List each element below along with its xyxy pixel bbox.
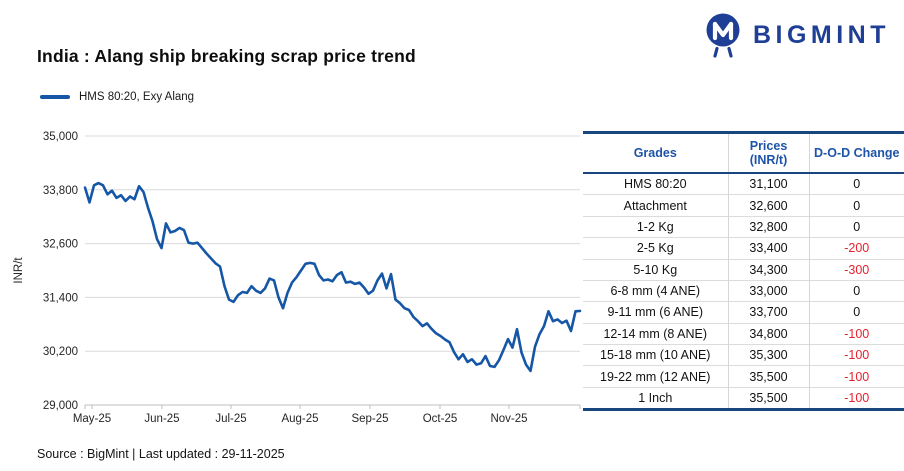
svg-text:35,000: 35,000 <box>43 131 78 143</box>
bigmint-logo-text: BIGMINT <box>752 20 890 49</box>
grade-cell: 1 Inch <box>583 386 728 410</box>
svg-text:Aug-25: Aug-25 <box>281 413 318 425</box>
svg-text:31,400: 31,400 <box>43 292 78 304</box>
change-cell: 0 <box>808 173 904 195</box>
table-row: 5-10 Kg 34,300 -300 <box>583 258 904 281</box>
col-header-prices: Prices (INR/t) <box>727 132 809 174</box>
svg-text:Sep-25: Sep-25 <box>351 413 388 425</box>
price-table: Grades Prices (INR/t) D-O-D Change HMS 8… <box>583 131 904 412</box>
svg-text:Oct-25: Oct-25 <box>423 413 458 425</box>
table-row: 2-5 Kg 33,400 -200 <box>583 237 904 259</box>
grade-cell: 9-11 mm (6 ANE) <box>583 301 728 324</box>
legend-line-swatch <box>40 95 70 99</box>
price-cell: 32,600 <box>727 194 809 217</box>
table-header-row: Grades Prices (INR/t) D-O-D Change <box>583 132 904 174</box>
table-row: 1 Inch 35,500 -100 <box>583 386 904 410</box>
grade-cell: Attachment <box>583 194 728 217</box>
svg-text:30,200: 30,200 <box>43 346 78 358</box>
price-cell: 34,300 <box>727 258 809 281</box>
table-row: 1-2 Kg 32,800 0 <box>583 215 904 238</box>
chart-legend: HMS 80:20, Exy Alang <box>40 91 194 103</box>
svg-text:INR/t: INR/t <box>13 257 25 284</box>
change-cell: -100 <box>808 322 904 345</box>
price-cell: 33,700 <box>727 301 809 324</box>
price-table-body: HMS 80:20 31,100 0 Attachment 32,600 0 1-2 Kg 3… <box>583 173 904 410</box>
col-header-dod-change: D-O-D Change <box>808 132 904 174</box>
table-row: 19-22 mm (12 ANE) 35,500 -100 <box>583 365 904 388</box>
col-header-grades: Grades <box>583 132 728 174</box>
grade-cell: 1-2 Kg <box>583 215 728 238</box>
table-row: 6-8 mm (4 ANE) 33,000 0 <box>583 279 904 302</box>
change-cell: -300 <box>808 258 904 281</box>
svg-text:33,800: 33,800 <box>43 185 78 197</box>
bigmint-logo-icon <box>706 13 740 58</box>
source-footer: Source : BigMint | Last updated : 29-11-… <box>37 447 285 461</box>
legend-label: HMS 80:20, Exy Alang <box>79 91 195 103</box>
table-row: HMS 80:20 31,100 0 <box>583 173 904 195</box>
price-cell: 33,400 <box>727 237 809 259</box>
change-cell: -200 <box>808 237 904 259</box>
price-cell: 33,000 <box>727 279 809 302</box>
grade-cell: 5-10 Kg <box>583 258 728 281</box>
change-cell: 0 <box>808 301 904 324</box>
table-row: 15-18 mm (10 ANE) 35,300 -100 <box>583 343 904 366</box>
price-cell: 32,800 <box>727 215 809 238</box>
bigmint-logo: BIGMINT <box>702 11 890 59</box>
table-row: 9-11 mm (6 ANE) 33,700 0 <box>583 301 904 324</box>
price-cell: 34,800 <box>727 322 809 345</box>
svg-text:32,600: 32,600 <box>43 239 78 251</box>
price-cell: 35,300 <box>727 343 809 366</box>
chart-title: India : Alang ship breaking scrap price … <box>37 46 416 66</box>
grade-cell: 19-22 mm (12 ANE) <box>583 365 728 388</box>
price-trend-chart: 29,000 30,200 31,400 32,600 33,800 35,000 May-… <box>13 131 582 425</box>
change-cell: 0 <box>808 279 904 302</box>
svg-text:Jul-25: Jul-25 <box>215 413 246 425</box>
change-cell: 0 <box>808 215 904 238</box>
change-cell: 0 <box>808 194 904 217</box>
grade-cell: 12-14 mm (8 ANE) <box>583 322 728 345</box>
svg-text:Nov-25: Nov-25 <box>490 413 527 425</box>
price-cell: 35,500 <box>727 365 809 388</box>
price-cell: 35,500 <box>727 386 809 410</box>
price-cell: 31,100 <box>727 173 809 195</box>
change-cell: -100 <box>808 343 904 366</box>
change-cell: -100 <box>808 365 904 388</box>
svg-text:Jun-25: Jun-25 <box>144 413 179 425</box>
svg-text:May-25: May-25 <box>73 413 111 425</box>
table-row: Attachment 32,600 0 <box>583 194 904 217</box>
grade-cell: 6-8 mm (4 ANE) <box>583 279 728 302</box>
table-row: 12-14 mm (8 ANE) 34,800 -100 <box>583 322 904 345</box>
grade-cell: 15-18 mm (10 ANE) <box>583 343 728 366</box>
grade-cell: HMS 80:20 <box>623 177 687 192</box>
change-cell: -100 <box>808 386 904 410</box>
grade-cell: 2-5 Kg <box>583 237 728 259</box>
svg-text:29,000: 29,000 <box>43 400 78 412</box>
